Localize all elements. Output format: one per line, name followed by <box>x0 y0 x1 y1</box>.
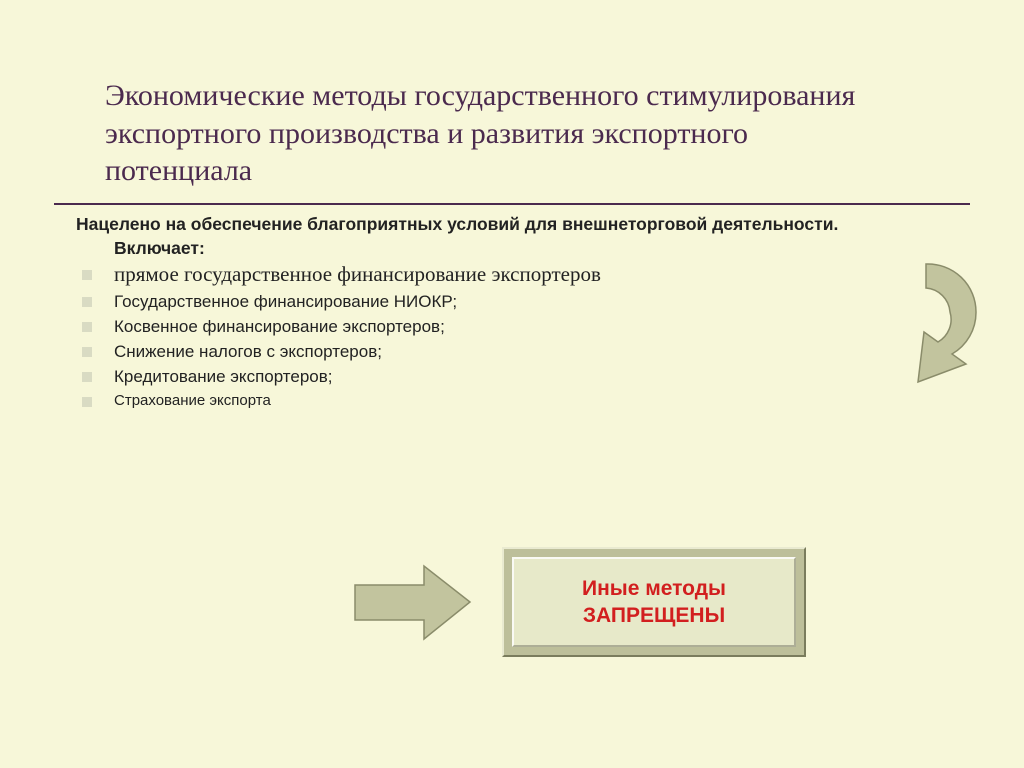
subtitle: Нацелено на обеспечение благоприятных ус… <box>76 213 906 260</box>
curved-arrow-icon <box>886 258 996 428</box>
callout-line1: Иные методы <box>582 577 726 600</box>
callout-line2: ЗАПРЕЩЕНЫ <box>583 604 725 627</box>
callout-box: Иные методы ЗАПРЕЩЕНЫ <box>502 547 806 657</box>
bullet-item: Страхование экспорта <box>76 392 776 409</box>
bullet-item: прямое государственное финансирование эк… <box>76 262 776 287</box>
bullet-list: прямое государственное финансирование эк… <box>76 262 776 414</box>
callout-text: Иные методы ЗАПРЕЩЕНЫ <box>582 575 726 630</box>
subtitle-line2: Включает: <box>114 237 906 261</box>
callout-box-face: Иные методы ЗАПРЕЩЕНЫ <box>512 557 796 647</box>
bullet-item: Снижение налогов с экспортеров; <box>76 342 776 362</box>
bullet-item: Косвенное финансирование экспортеров; <box>76 317 776 337</box>
bullet-item: Государственное финансирование НИОКР; <box>76 292 776 312</box>
subtitle-line1: Нацелено на обеспечение благоприятных ус… <box>76 214 838 234</box>
right-arrow-icon <box>350 560 475 645</box>
title-underline <box>54 203 970 205</box>
slide-title: Экономические методы государственного ст… <box>105 77 865 190</box>
bullet-item: Кредитование экспортеров; <box>76 367 776 387</box>
